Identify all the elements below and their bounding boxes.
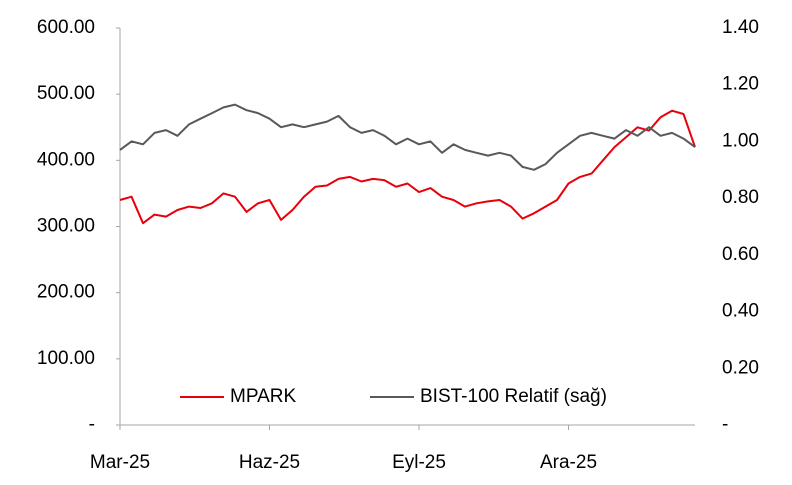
y-tick-label: 200.00: [37, 282, 95, 303]
y-tick-label: 100.00: [37, 348, 95, 369]
legend-label: BIST-100 Relatif (sağ): [420, 386, 607, 407]
series-line: [119, 109, 696, 225]
y-tick-label: 600.00: [37, 17, 95, 38]
legend-label: MPARK: [230, 386, 296, 407]
y2-tick-label: 0.60: [722, 244, 759, 265]
y2-tick-label: -: [722, 414, 728, 435]
y-tick-label: -: [89, 414, 95, 435]
y2-tick-label: 0.20: [722, 357, 759, 378]
x-tick-label: Ara-25: [540, 452, 597, 473]
x-tick-label: Mar-25: [90, 452, 150, 473]
y2-tick-label: 0.40: [722, 301, 759, 322]
y-tick-label: 500.00: [37, 83, 95, 104]
y-tick-label: 400.00: [37, 149, 95, 170]
series-line: [119, 103, 696, 171]
y-tick-label: 300.00: [37, 216, 95, 237]
x-tick-label: Eyl-25: [392, 452, 446, 473]
y2-tick-label: 0.80: [722, 187, 759, 208]
y2-tick-label: 1.20: [722, 74, 759, 95]
y2-tick-label: 1.40: [722, 17, 759, 38]
y2-tick-label: 1.00: [722, 130, 759, 151]
x-tick-label: Haz-25: [239, 452, 300, 473]
